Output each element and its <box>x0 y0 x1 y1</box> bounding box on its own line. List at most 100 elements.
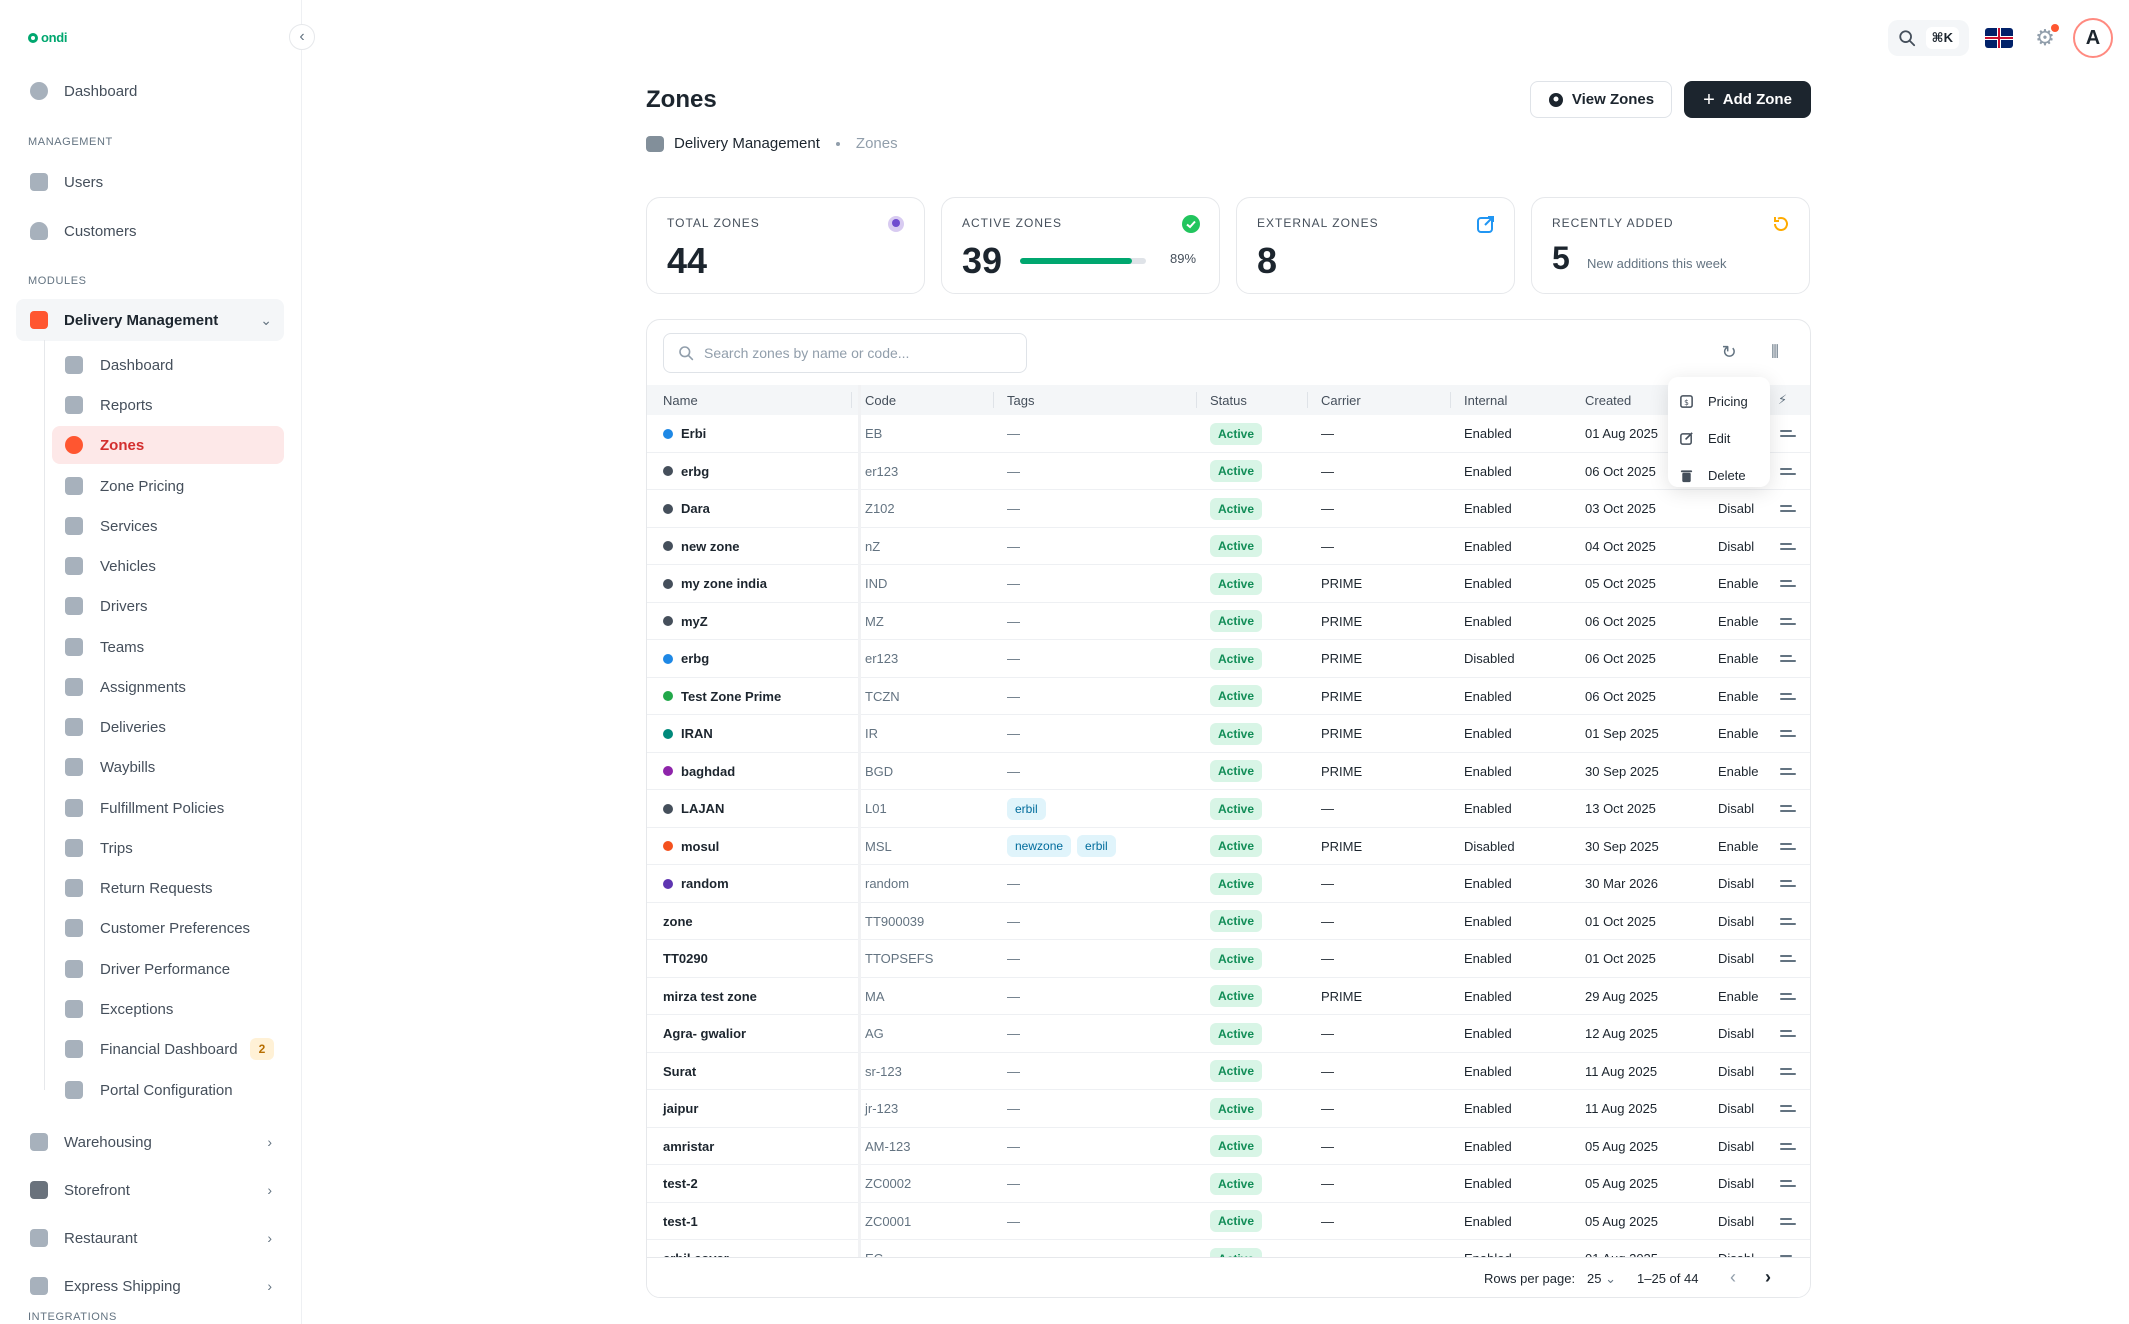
table-row[interactable]: mirza test zone MA — Active PRIME Enabled 29 A… <box>647 978 1810 1015</box>
sidebar-subitem-drivers[interactable]: Drivers <box>52 587 284 625</box>
sidebar-subitem-return-requests[interactable]: Return Requests <box>52 869 284 907</box>
sidebar-subitem-reports[interactable]: Reports <box>52 386 284 424</box>
sidebar-subitem-deliveries[interactable]: Deliveries <box>52 708 284 746</box>
row-actions-button[interactable] <box>1780 1213 1798 1230</box>
row-actions-button[interactable] <box>1780 613 1798 630</box>
row-actions-button[interactable] <box>1780 1025 1798 1042</box>
row-actions-button[interactable] <box>1780 913 1798 930</box>
table-row[interactable]: Agra- gwalior AG — Active — Enabled 12 Aug 202… <box>647 1015 1810 1053</box>
sidebar-subitem-teams[interactable]: Teams <box>52 628 284 666</box>
sidebar-subitem-zones[interactable]: Zones <box>52 426 284 464</box>
column-header-name[interactable]: Name <box>663 392 698 408</box>
table-row[interactable]: my zone india IND — Active PRIME Enabled 05 Oc… <box>647 565 1810 603</box>
table-row[interactable]: erbg er123 — Active — Enabled 06 Oct 2025 <box>647 453 1810 490</box>
column-header-carrier[interactable]: Carrier <box>1321 392 1361 408</box>
row-actions-button[interactable] <box>1780 463 1798 480</box>
table-row[interactable]: erbg er123 — Active PRIME Disabled 06 Oct 2025… <box>647 640 1810 678</box>
sidebar-item-dashboard[interactable]: Dashboard <box>16 70 284 112</box>
sidebar-subitem-trips[interactable]: Trips <box>52 829 284 867</box>
table-row[interactable]: zone TT900039 — Active — Enabled 01 Oct 2025 Di… <box>647 903 1810 940</box>
sidebar-item-customers[interactable]: Customers <box>16 210 284 252</box>
sidebar-item-users[interactable]: Users <box>16 161 284 203</box>
row-actions-button[interactable] <box>1780 950 1798 967</box>
table-row[interactable]: jaipur jr-123 — Active — Enabled 11 Aug 2025 Di… <box>647 1090 1810 1128</box>
search-zones-input[interactable] <box>704 345 1004 361</box>
table-row[interactable]: amristar AM-123 — Active — Enabled 05 Aug 2025… <box>647 1128 1810 1165</box>
sidebar-subitem-customer-preferences[interactable]: Customer Preferences <box>52 909 284 947</box>
view-zones-button[interactable]: View Zones <box>1530 81 1672 118</box>
table-row[interactable]: TT0290 TTOPSEFS — Active — Enabled 01 Oct 2025… <box>647 940 1810 978</box>
search-zones-field[interactable] <box>663 333 1027 373</box>
row-actions-button[interactable] <box>1780 800 1798 817</box>
column-header-status[interactable]: Status <box>1210 392 1247 408</box>
table-row[interactable]: test-2 ZC0002 — Active — Enabled 05 Aug 2025 Di… <box>647 1165 1810 1203</box>
rows-per-page-select[interactable]: 25 ⌄ <box>1587 1271 1616 1287</box>
avatar[interactable]: A <box>2073 18 2113 58</box>
table-row[interactable]: new zone nZ — Active — Enabled 04 Oct 2025 Disa… <box>647 528 1810 565</box>
next-page-button[interactable]: › <box>1765 1267 1771 1287</box>
row-actions-button[interactable] <box>1780 1138 1798 1155</box>
column-header-internal[interactable]: Internal <box>1464 392 1508 408</box>
table-row[interactable]: Dara Z102 — Active — Enabled 03 Oct 2025 Disabl <box>647 490 1810 528</box>
language-flag-icon[interactable] <box>1985 28 2013 48</box>
sidebar-item-delivery-management[interactable]: Delivery Management ⌄ <box>16 299 284 341</box>
table-row[interactable]: Erbi EB — Active — Enabled 01 Aug 2025 <box>647 415 1810 453</box>
column-resizer[interactable] <box>858 385 861 1257</box>
refresh-button[interactable]: ↻ <box>1718 341 1740 363</box>
sidebar-subitem-assignments[interactable]: Assignments <box>52 668 284 706</box>
row-actions-button[interactable] <box>1780 838 1798 855</box>
row-actions-button[interactable] <box>1780 1063 1798 1080</box>
add-zone-button[interactable]: + Add Zone <box>1684 81 1811 118</box>
menu-item-delete[interactable]: Delete <box>1668 457 1770 494</box>
row-actions-button[interactable] <box>1780 575 1798 592</box>
table-row[interactable]: erbil cover EC — Active — Enabled 01 Aug 2025 D… <box>647 1240 1810 1257</box>
row-actions-button[interactable] <box>1780 425 1798 442</box>
menu-item-pricing[interactable]: $ Pricing <box>1668 383 1770 420</box>
table-row[interactable]: mosul MSL newzone erbil Active PRIME Disabled 3… <box>647 828 1810 865</box>
row-actions-button[interactable] <box>1780 688 1798 705</box>
row-actions-button[interactable] <box>1780 763 1798 780</box>
row-actions-button[interactable] <box>1780 725 1798 742</box>
sidebar-subitem-dashboard[interactable]: Dashboard <box>52 346 284 384</box>
column-header-code[interactable]: Code <box>865 392 897 408</box>
row-actions-button[interactable] <box>1780 1175 1798 1192</box>
table-row[interactable]: IRAN IR — Active PRIME Enabled 01 Sep 2025 Enab… <box>647 715 1810 753</box>
previous-page-button[interactable]: ‹ <box>1730 1267 1736 1287</box>
row-actions-button[interactable] <box>1780 1100 1798 1117</box>
brand-logo[interactable]: ondi <box>28 30 68 45</box>
sidebar-subitem-waybills[interactable]: Waybills <box>52 748 284 786</box>
collapse-sidebar-button[interactable]: ‹ <box>289 24 315 50</box>
table-row[interactable]: Surat sr-123 — Active — Enabled 11 Aug 2025 Dis… <box>647 1053 1810 1090</box>
sidebar-item-restaurant[interactable]: Restaurant › <box>16 1217 284 1259</box>
table-row[interactable]: Test Zone Prime TCZN — Active PRIME Enabled 06… <box>647 678 1810 715</box>
sidebar-subitem-fulfillment-policies[interactable]: Fulfillment Policies <box>52 789 284 827</box>
table-row[interactable]: random random — Active — Enabled 30 Mar 2026 Di… <box>647 865 1810 903</box>
sidebar-subitem-vehicles[interactable]: Vehicles <box>52 547 284 585</box>
row-actions-button[interactable] <box>1780 875 1798 892</box>
breadcrumb-parent-link[interactable]: Delivery Management <box>674 135 820 152</box>
sidebar-subitem-services[interactable]: Services <box>52 507 284 545</box>
settings-button[interactable]: ⚙ <box>2027 20 2063 56</box>
global-search-button[interactable]: ⌘K <box>1887 20 1969 56</box>
sidebar-subitem-driver-performance[interactable]: Driver Performance <box>52 950 284 988</box>
row-actions-button[interactable] <box>1780 988 1798 1005</box>
sidebar-item-storefront[interactable]: Storefront › <box>16 1169 284 1211</box>
sidebar-subitem-financial-dashboard[interactable]: Financial Dashboard 2 <box>52 1030 284 1068</box>
column-header-created[interactable]: Created <box>1585 392 1632 408</box>
menu-item-edit[interactable]: Edit <box>1668 420 1770 457</box>
row-actions-button[interactable] <box>1780 1250 1798 1257</box>
table-row[interactable]: LAJAN L01 erbil Active — Enabled 13 Oct 2025 Di… <box>647 790 1810 828</box>
sidebar-subitem-zone-pricing[interactable]: Zone Pricing <box>52 467 284 505</box>
column-header-tags[interactable]: Tags <box>1007 392 1035 408</box>
row-actions-button[interactable] <box>1780 650 1798 667</box>
table-row[interactable]: myZ MZ — Active PRIME Enabled 06 Oct 2025 Enabl… <box>647 603 1810 640</box>
row-actions-button[interactable] <box>1780 538 1798 555</box>
table-row[interactable]: baghdad BGD — Active PRIME Enabled 30 Sep 2025… <box>647 753 1810 790</box>
sidebar-item-warehousing[interactable]: Warehousing › <box>16 1121 284 1163</box>
row-actions-button[interactable] <box>1780 500 1798 517</box>
table-row[interactable]: test-1 ZC0001 — Active — Enabled 05 Aug 2025 Di… <box>647 1203 1810 1240</box>
columns-button[interactable]: ⫴ <box>1764 341 1786 363</box>
sidebar-subitem-exceptions[interactable]: Exceptions <box>52 990 284 1028</box>
sidebar-item-express-shipping[interactable]: Express Shipping › <box>16 1265 284 1307</box>
sidebar-subitem-portal-configuration[interactable]: Portal Configuration <box>52 1071 284 1109</box>
